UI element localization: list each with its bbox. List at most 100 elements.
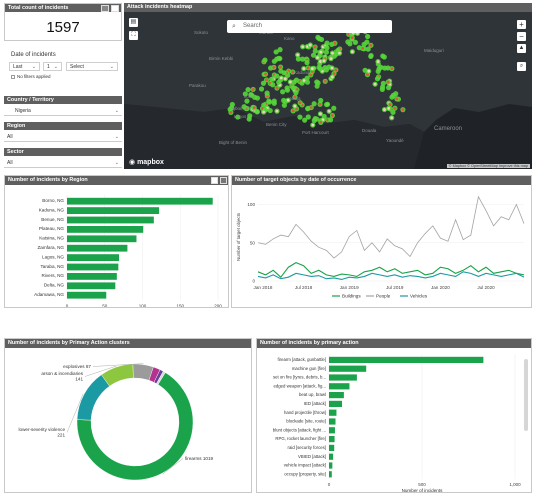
heat-point-core — [369, 43, 373, 47]
region-bar-chart: 0 50 100 150 200 Borno, NG Kaduna, NG Benue, NG… — [34, 195, 222, 307]
line-y-tick-label: 0 — [252, 279, 255, 284]
compass-icon[interactable]: ▲ — [517, 44, 526, 53]
map-attribution[interactable]: © Mapbox © OpenStreetMap Improve this ma… — [446, 164, 530, 168]
heat-point-outer — [324, 40, 330, 46]
heat-point-core — [327, 109, 331, 113]
heat-point-core — [291, 109, 295, 113]
map-place-label: Birnin Kebbi — [209, 56, 233, 61]
heat-point-core — [395, 97, 399, 101]
heat-point-outer — [376, 66, 382, 72]
select-area-icon[interactable]: ⛶ — [129, 31, 138, 40]
donut-slice-label: firearms 1019 — [185, 456, 214, 461]
mapbox-logo-icon: ◉ — [129, 159, 136, 166]
heat-point-outer — [293, 90, 299, 96]
heat-point-outer — [304, 79, 311, 85]
heat-point-core — [350, 36, 354, 40]
heat-point-core — [332, 72, 336, 75]
no-filter-checkbox[interactable] — [11, 75, 15, 79]
series-line-vehicles — [257, 271, 525, 281]
line-chart-panel: Number of target objects by date of occu… — [231, 175, 532, 308]
region-bar — [67, 273, 117, 280]
heat-point-core — [329, 57, 333, 61]
region-category-label: Adamawa, NG — [34, 292, 64, 297]
donut-slice-label: 141 — [75, 377, 83, 382]
action-bar — [329, 356, 484, 363]
heat-point-core — [264, 72, 267, 76]
date-unit-value: Select — [70, 64, 84, 70]
heat-point-core — [313, 45, 317, 49]
heat-point-core — [333, 41, 337, 45]
heat-point-outer — [361, 41, 367, 48]
date-mode-select[interactable]: Last ⌄ — [9, 62, 40, 71]
action-bar — [329, 436, 335, 443]
chevron-down-icon: ⌄ — [109, 64, 114, 70]
region-category-label: Lagos, NG — [42, 254, 64, 259]
action-bar — [329, 392, 344, 399]
heat-point-outer — [299, 56, 306, 62]
heat-point-core — [366, 73, 369, 77]
heat-point-core — [331, 114, 334, 117]
line-x-tick-label: Jan 2020 — [431, 285, 450, 290]
zoom-out-icon[interactable]: − — [517, 32, 526, 41]
heat-point-core — [229, 111, 233, 114]
heat-point-core — [275, 86, 279, 90]
donut-chart-title: Number of incidents by Primary Action cl… — [5, 339, 251, 348]
action-chart-scrollbar[interactable] — [524, 359, 528, 431]
chevron-down-icon: ⌄ — [31, 64, 36, 70]
heat-point-core — [390, 67, 394, 71]
line-chart-title: Number of target objects by date of occu… — [232, 176, 531, 185]
region-bar — [67, 282, 116, 290]
date-amount-input[interactable]: 1 ⌄ — [43, 62, 62, 71]
map-place-label: Parakou — [189, 83, 206, 88]
region-category-label: Katsina, NG — [39, 236, 64, 241]
date-amount-value: 1 — [47, 64, 50, 70]
heat-point-core — [308, 43, 312, 47]
map-place-label: Kano — [284, 36, 295, 41]
more-options-icon[interactable] — [111, 4, 119, 12]
action-category-label: IED [attack] — [304, 401, 326, 406]
line-x-tick-label: Jul 2019 — [386, 285, 404, 290]
map-place-label: Sokoto — [194, 30, 209, 35]
map-search-input[interactable]: ⌕ Search — [227, 20, 392, 33]
heatmap[interactable]: SokotoMaradiKanoBirnin KebbiKadunaMaidug… — [124, 12, 532, 169]
heat-point-core — [393, 106, 397, 110]
heat-point-core — [286, 98, 290, 102]
line-y-tick-label: 100 — [247, 202, 255, 207]
heat-point-outer — [281, 70, 287, 76]
heat-point-outer — [271, 100, 277, 106]
zoom-in-icon[interactable]: + — [517, 20, 526, 29]
heat-point-core — [306, 66, 310, 70]
region-more-icon[interactable] — [220, 177, 227, 184]
heat-point-core — [279, 76, 283, 80]
action-bar — [329, 400, 343, 407]
total-filter-icon[interactable] — [101, 4, 109, 12]
country-select[interactable]: Nigeria ⌄ — [4, 107, 122, 116]
zoom-extent-icon[interactable]: ⌕ — [517, 62, 526, 71]
sector-select[interactable]: All ⌄ — [4, 159, 122, 168]
heat-point-outer — [244, 98, 250, 104]
region-category-label: Plateau, NG — [39, 226, 64, 231]
heat-point-core — [302, 79, 306, 82]
heat-point-core — [376, 60, 380, 63]
action-tick-label: 500 — [418, 482, 426, 487]
heat-point-outer — [266, 99, 273, 105]
heat-point-outer — [284, 87, 291, 93]
action-category-label: raid [security forces] — [288, 445, 326, 450]
heat-point-core — [291, 70, 295, 74]
donut-slice-other-c — [156, 371, 166, 385]
heat-point-core — [383, 108, 386, 111]
total-count-value: 1597 — [46, 19, 80, 36]
date-unit-select[interactable]: Select ⌄ — [66, 62, 118, 71]
heat-point-outer — [315, 34, 321, 40]
heat-point-core — [298, 101, 302, 105]
donut-slice-firearms — [76, 372, 194, 481]
heat-point-outer — [274, 73, 280, 79]
heat-point-outer — [323, 49, 330, 55]
heat-point-outer — [277, 47, 283, 53]
region-select[interactable]: All ⌄ — [4, 133, 122, 142]
layers-icon[interactable]: ▤ — [129, 18, 138, 27]
action-category-label: blockade [site, route] — [286, 419, 326, 424]
heat-point-core — [323, 79, 327, 83]
region-filter-icon[interactable] — [211, 177, 218, 184]
region-filter-title: Region — [4, 122, 122, 130]
